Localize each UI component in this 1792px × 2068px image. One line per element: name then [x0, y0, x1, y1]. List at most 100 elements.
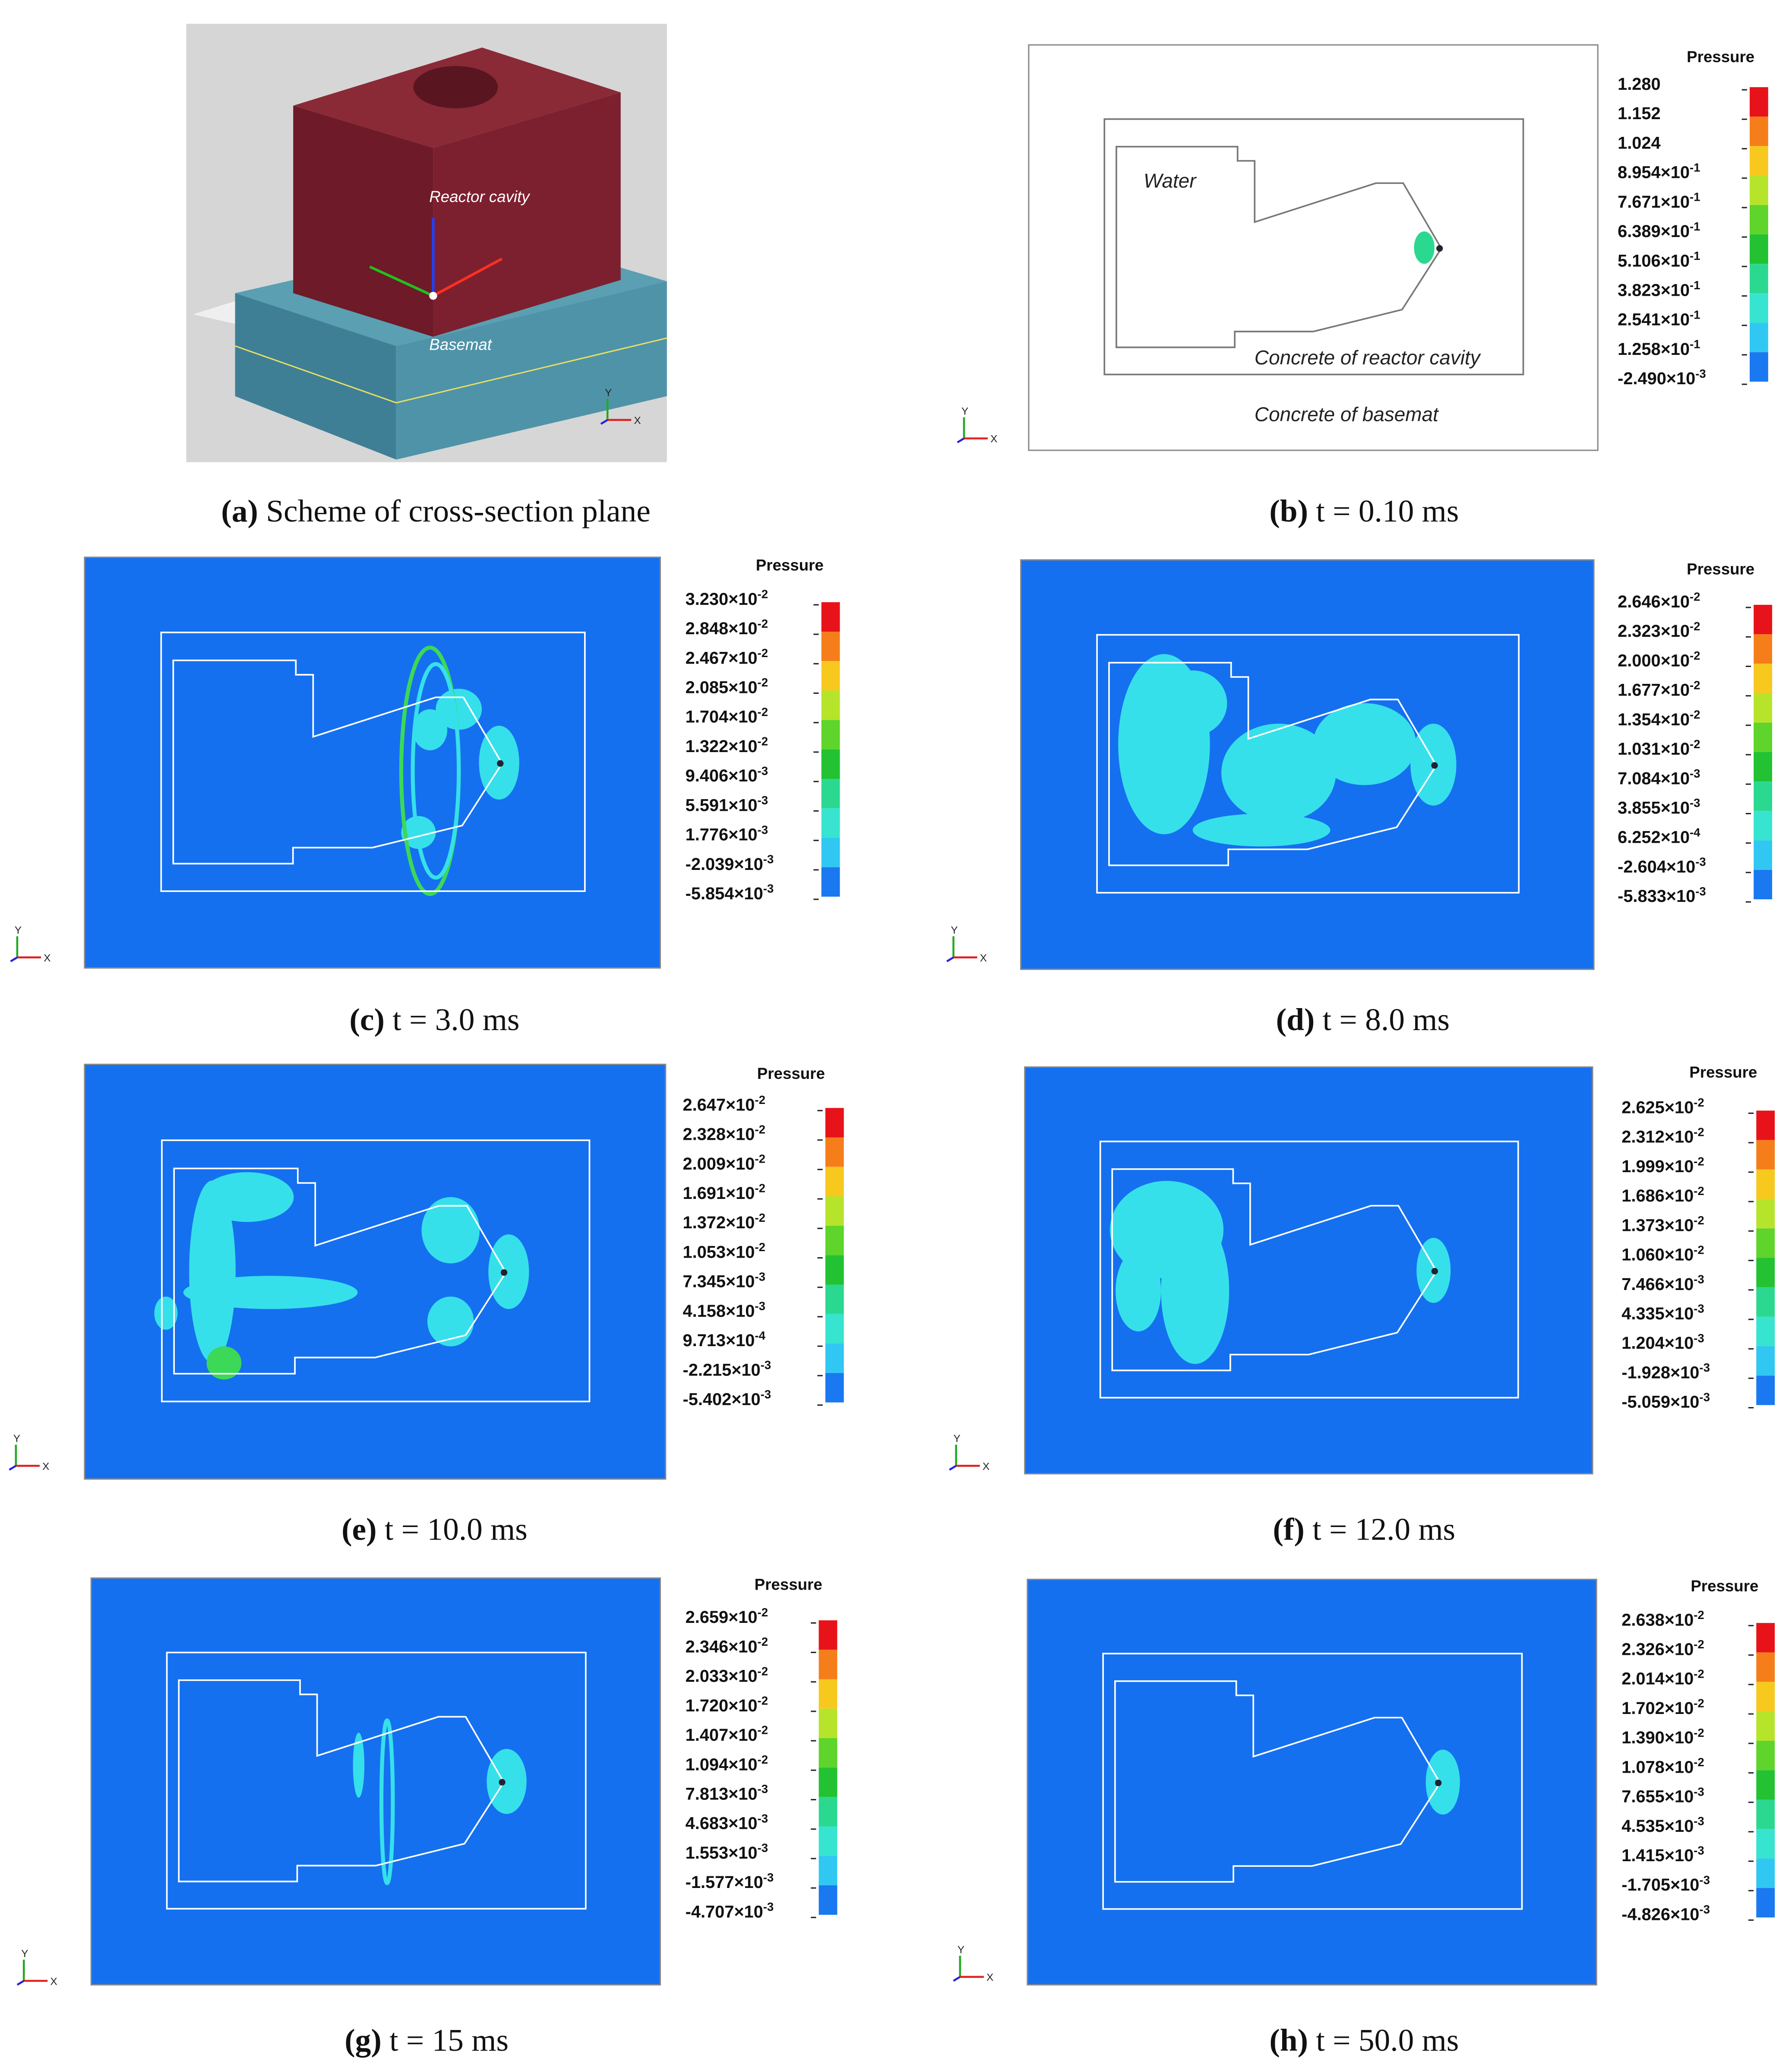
charge	[500, 1269, 508, 1276]
label-base: 2.467×10	[686, 648, 758, 667]
color-band	[825, 1196, 844, 1226]
annotation: Reactor cavity	[429, 188, 531, 206]
triad-z	[953, 1976, 961, 1982]
caption-tag: (g)	[344, 2023, 382, 2058]
label-exponent: -2	[755, 1240, 765, 1254]
label-base: 4.535×10	[1621, 1817, 1694, 1836]
label-base: 1.372×10	[683, 1213, 755, 1232]
basemat-outline	[160, 632, 586, 892]
label-base: -2.215×10	[683, 1360, 761, 1379]
label-base: 1.704×10	[686, 708, 758, 727]
legend-label: 1.702×10-2	[1621, 1697, 1704, 1718]
label-exponent: -3	[1699, 1390, 1710, 1404]
label-exponent: -3	[761, 1388, 771, 1401]
label-exponent: -1	[1690, 161, 1700, 174]
legend-label: 5.591×10-3	[686, 794, 768, 815]
label-exponent: -4	[755, 1329, 765, 1342]
label-base: 2.085×10	[686, 678, 758, 697]
scheme-panel: Reactor cavity Basemat	[186, 24, 667, 462]
label-exponent: -1	[1690, 220, 1700, 233]
triad-z	[16, 1980, 25, 1986]
label-base: 2.000×10	[1618, 651, 1690, 670]
caption-text: t = 12.0 ms	[1312, 1512, 1455, 1547]
legend-label: -1.705×10-3	[1621, 1873, 1710, 1894]
cavity-outline	[1116, 145, 1442, 348]
caption-tag: (e)	[341, 1512, 376, 1547]
label-exponent: -1	[1690, 249, 1700, 262]
color-band	[1756, 1376, 1775, 1405]
basemat-left	[235, 293, 396, 460]
caption: (b) t = 0.10 ms	[1269, 493, 1459, 528]
color-band	[819, 1797, 838, 1827]
label-exponent: -2	[758, 1664, 768, 1678]
label-base: -4.707×10	[686, 1902, 763, 1921]
color-band	[1756, 1140, 1775, 1170]
label-exponent: -3	[758, 823, 768, 836]
color-band	[1754, 811, 1772, 841]
label-base: 2.014×10	[1621, 1670, 1694, 1689]
legend-label: 7.655×10-3	[1621, 1785, 1704, 1806]
caption-tag: (a)	[221, 493, 258, 528]
label-exponent: -2	[758, 1635, 768, 1648]
legend-label: 1.258×10-1	[1618, 338, 1700, 359]
label-exponent: -3	[1694, 1302, 1704, 1315]
label-exponent: -1	[1690, 308, 1700, 321]
section-view	[84, 1063, 667, 1480]
legend-label: 2.326×10-2	[1621, 1638, 1704, 1659]
color-band	[1749, 234, 1768, 264]
color-band	[821, 631, 840, 661]
label-base: -1.577×10	[686, 1873, 763, 1892]
label-exponent: -3	[1699, 1903, 1710, 1916]
label-base: 1.373×10	[1621, 1216, 1694, 1235]
label-base: -5.059×10	[1621, 1393, 1699, 1412]
color-band	[819, 1620, 838, 1650]
color-band	[825, 1226, 844, 1255]
label-exponent: -2	[755, 1123, 765, 1136]
color-band	[1756, 1741, 1775, 1771]
label-base: 1.094×10	[686, 1755, 758, 1774]
color-band	[1756, 1799, 1775, 1829]
label-exponent: -2	[758, 1694, 768, 1708]
panel: Pressure2.647×10-22.328×10-22.009×10-21.…	[9, 1063, 844, 1547]
basemat-outline	[1103, 118, 1524, 376]
label-exponent: -2	[1694, 1155, 1704, 1168]
color-band	[821, 690, 840, 720]
color-band	[1756, 1258, 1775, 1287]
label-base: 2.659×10	[686, 1608, 758, 1627]
label-exponent: -2	[758, 676, 768, 689]
legend-label: 1.204×10-3	[1621, 1331, 1704, 1353]
label-base: 1.031×10	[1618, 740, 1690, 759]
legend-label: 2.467×10-2	[686, 646, 768, 667]
color-band	[1749, 117, 1768, 146]
legend-label: 2.014×10-2	[1621, 1667, 1704, 1688]
legend-label: 8.954×10-1	[1618, 161, 1700, 182]
legend-title: Pressure	[755, 1576, 822, 1594]
triad-label: Y	[951, 925, 958, 936]
triad-label: X	[634, 415, 641, 427]
color-band	[1754, 781, 1772, 811]
label-base: -1.705×10	[1621, 1875, 1699, 1894]
legend-label: 2.312×10-2	[1621, 1125, 1704, 1146]
color-band	[819, 1826, 838, 1856]
label-base: 3.230×10	[686, 590, 758, 609]
label-base: 4.683×10	[686, 1814, 758, 1833]
triad-label: X	[980, 952, 987, 964]
legend-label: 1.373×10-2	[1621, 1214, 1704, 1235]
color-band	[1754, 634, 1772, 664]
label-base: 6.389×10	[1618, 222, 1690, 241]
legend-label: 2.638×10-2	[1621, 1608, 1704, 1629]
label-exponent: -2	[1694, 1608, 1704, 1622]
legend-label: 2.848×10-2	[686, 617, 768, 638]
label-exponent: -2	[1694, 1184, 1704, 1198]
label-exponent: -1	[1690, 278, 1700, 292]
label-exponent: -3	[1695, 885, 1706, 898]
legend-label: -4.707×10-3	[686, 1900, 774, 1921]
color-band	[825, 1167, 844, 1196]
legend-label: 2.085×10-2	[686, 676, 768, 697]
legend-label: 3.230×10-2	[686, 588, 768, 609]
label-exponent: -3	[758, 1841, 768, 1855]
legend-label: -5.059×10-3	[1621, 1390, 1710, 1411]
legend-label: 4.158×10-3	[683, 1300, 765, 1321]
cavity-outline	[173, 1167, 507, 1375]
legend-label: 3.855×10-3	[1618, 796, 1700, 817]
